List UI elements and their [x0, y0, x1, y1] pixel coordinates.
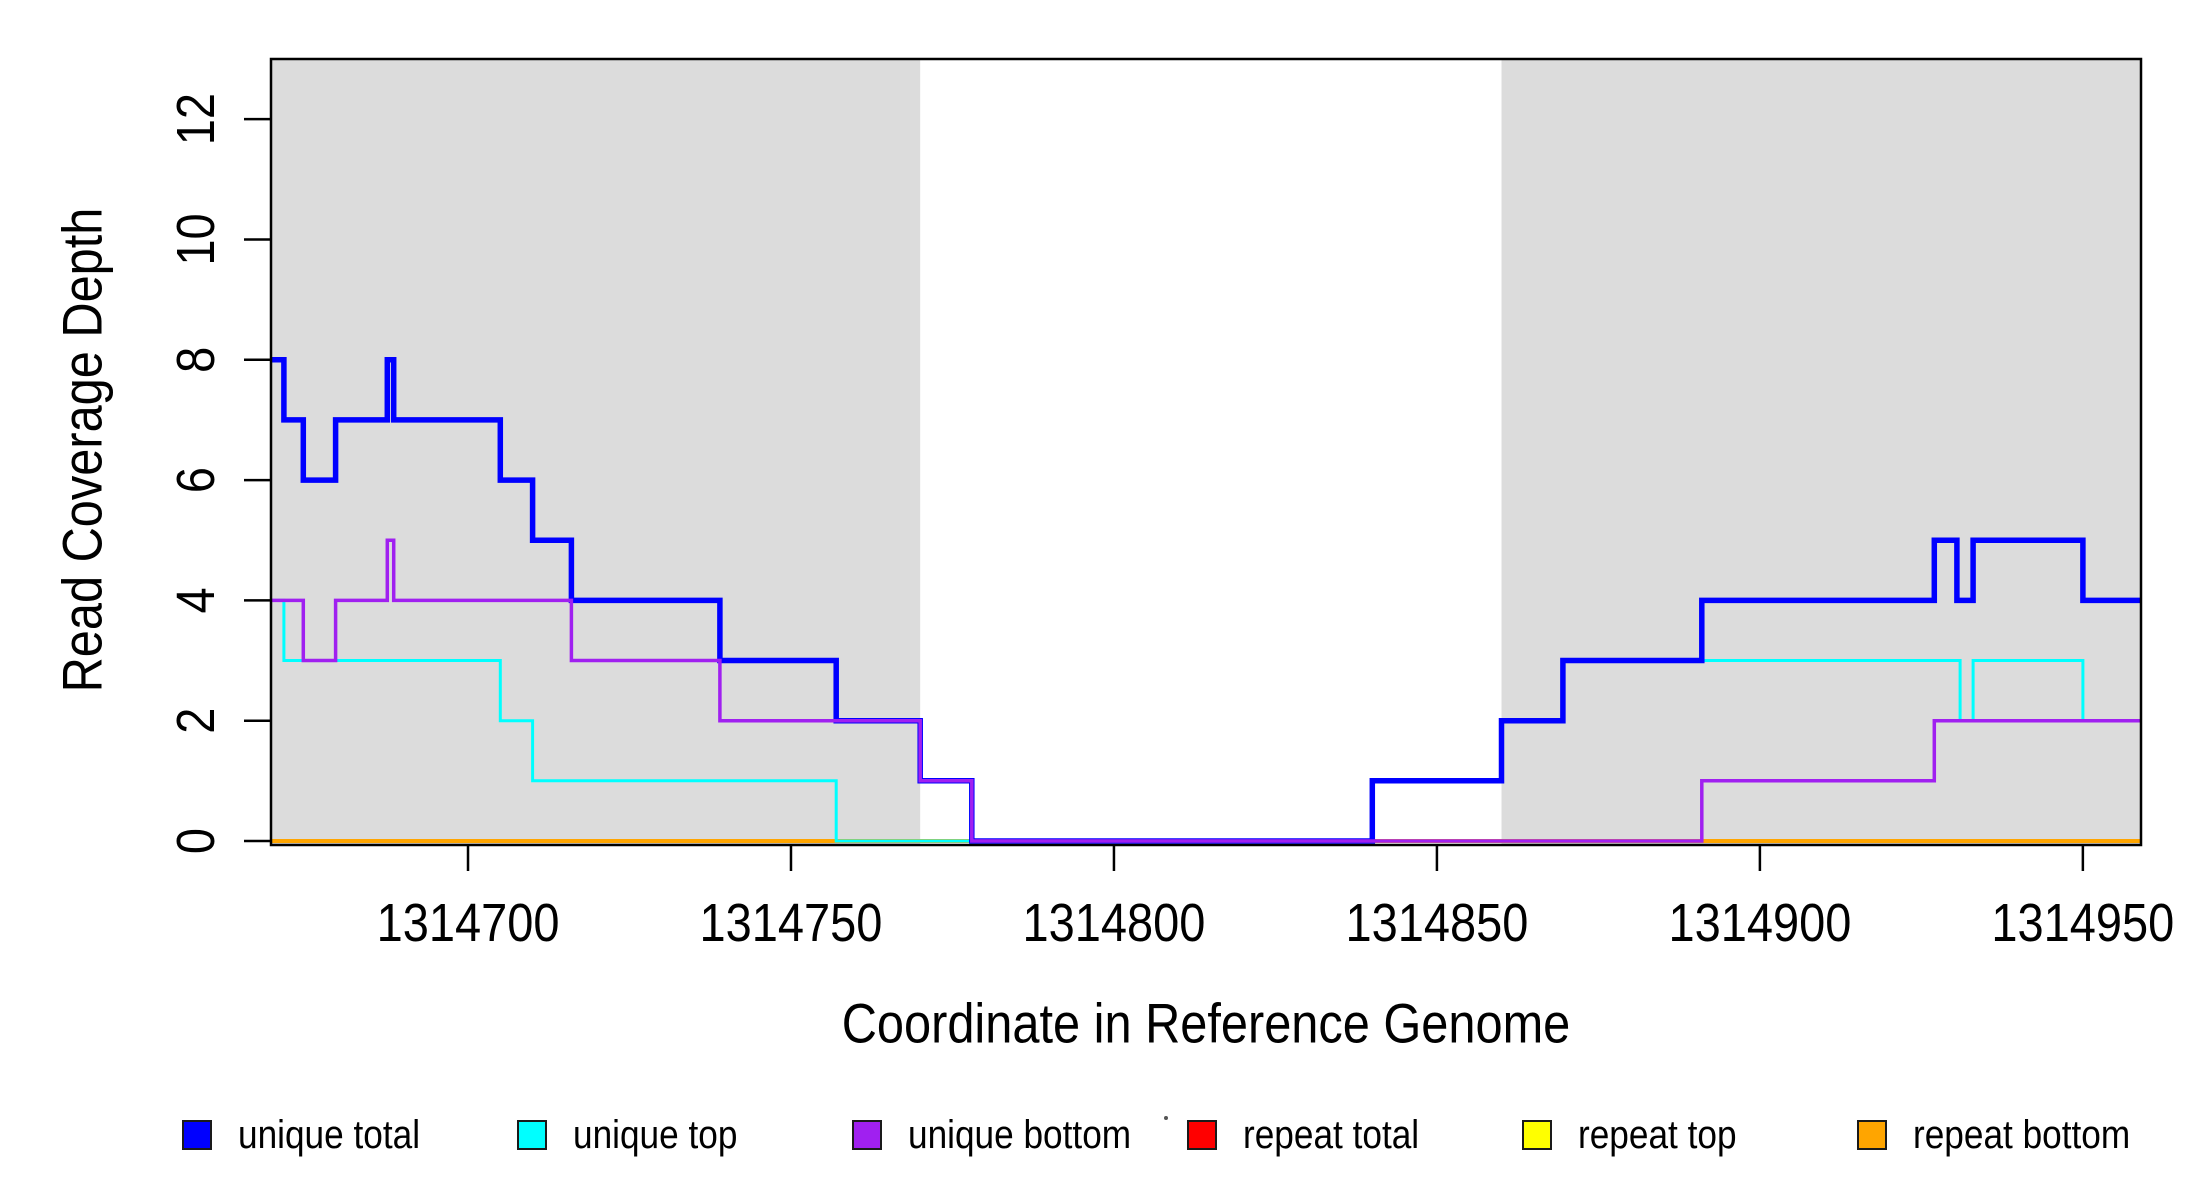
legend-swatch-unique-bottom [852, 1120, 882, 1150]
legend-item-unique-total: unique total [182, 1113, 445, 1157]
legend-label: unique total [238, 1112, 421, 1157]
plot-border [269, 57, 2143, 847]
legend-swatch-repeat-bottom [1857, 1120, 1887, 1150]
y-tick-label: 10 [165, 213, 226, 265]
y-axis-title: Read Coverage Depth [50, 207, 114, 693]
legend-label: repeat top [1578, 1112, 1737, 1157]
legend-item-repeat-total: repeat total [1187, 1113, 1443, 1157]
y-tick-label: 4 [165, 587, 226, 613]
legend-swatch-unique-top [517, 1120, 547, 1150]
x-tick-label: 1314900 [1668, 892, 1851, 953]
legend-artifact-speck [1164, 1116, 1168, 1120]
legend-item-repeat-bottom: repeat bottom [1857, 1113, 2160, 1157]
y-tick-label: 2 [165, 708, 226, 734]
x-tick-label: 1314800 [1023, 892, 1206, 953]
x-tick-label: 1314850 [1345, 892, 1528, 953]
x-axis-title: Coordinate in Reference Genome [841, 991, 1571, 1055]
legend-label: unique top [573, 1112, 738, 1157]
legend-item-unique-top: unique top [517, 1113, 760, 1157]
shaded-region-1 [271, 59, 921, 845]
legend-swatch-repeat-top [1522, 1120, 1552, 1150]
x-tick-label: 1314750 [700, 892, 883, 953]
series-line-unique-bottom [271, 538, 2141, 843]
legend-label: unique bottom [908, 1112, 1132, 1157]
x-tick-label: 1314700 [377, 892, 560, 953]
shaded-region-2 [1501, 59, 2141, 845]
y-tick-label: 8 [165, 347, 226, 373]
legend-swatch-unique-total [182, 1120, 212, 1150]
legend-item-unique-bottom: unique bottom [852, 1113, 1162, 1157]
legend-label: repeat bottom [1913, 1112, 2131, 1157]
y-tick-label: 0 [165, 828, 226, 854]
y-tick-label: 12 [165, 93, 226, 145]
x-tick-label: 1314950 [1991, 892, 2174, 953]
legend-swatch-repeat-total [1187, 1120, 1217, 1150]
y-tick-label: 6 [165, 467, 226, 493]
legend-label: repeat total [1243, 1112, 1420, 1157]
legend-item-repeat-top: repeat top [1522, 1113, 1758, 1157]
